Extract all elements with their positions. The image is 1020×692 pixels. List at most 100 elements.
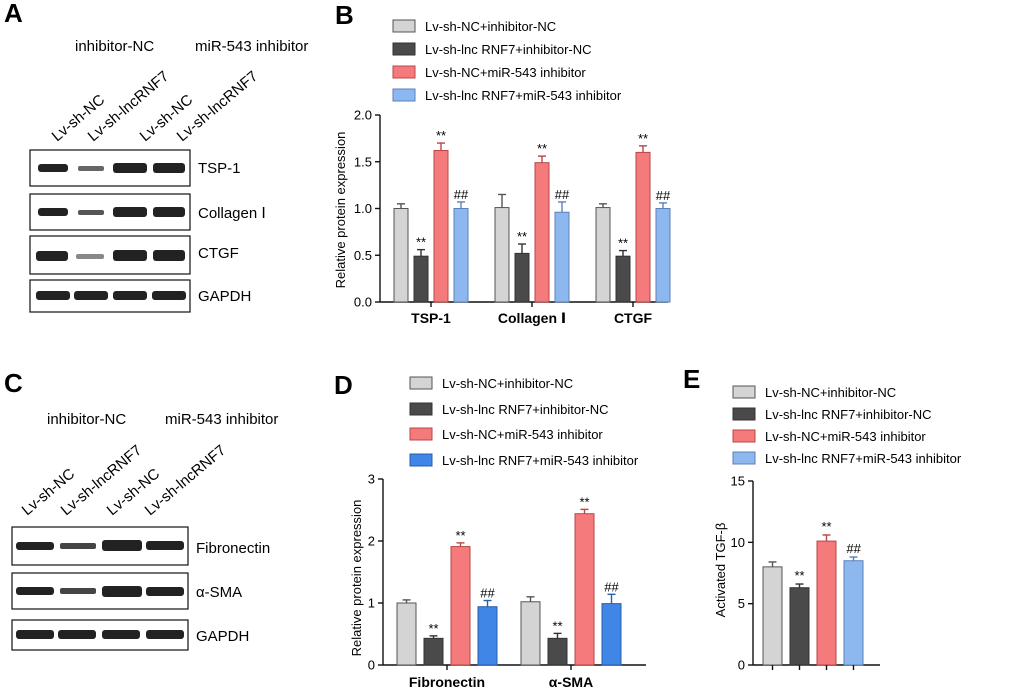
b-bar — [413, 255, 429, 303]
legend-b-label-1: Lv-sh-NC+inhibitor-NC — [425, 19, 556, 34]
b-bar — [514, 252, 530, 303]
e-ytick-label: 5 — [738, 596, 745, 611]
b-ytick-label: 1.0 — [354, 201, 372, 216]
legend-d-swatch-1 — [409, 376, 433, 390]
d-significance: ## — [604, 579, 619, 594]
blot-tsp1-bands — [38, 163, 185, 173]
b-significance: ## — [454, 187, 469, 202]
d-significance: ** — [552, 618, 562, 633]
legend-e-swatch-1 — [732, 385, 756, 399]
d-significance: ** — [455, 528, 465, 543]
blot-asma-label: α-SMA — [196, 584, 242, 601]
blot-gapdh-a-bands — [36, 291, 186, 300]
d-bar — [477, 606, 498, 666]
panel-a-group-right: miR-543 inhibitor — [195, 38, 308, 55]
legend-e-label-3: Lv-sh-NC+miR-543 inhibitor — [765, 429, 926, 444]
legend-d-label-3: Lv-sh-NC+miR-543 inhibitor — [442, 427, 603, 442]
legend-d-swatch-4 — [409, 453, 433, 467]
d-ytick-label: 3 — [368, 472, 375, 487]
d-ytick-label: 1 — [368, 596, 375, 611]
d-bar — [450, 546, 471, 666]
blot-collagen-bands — [38, 207, 185, 217]
panel-e-legend: Lv-sh-NC+inhibitor-NC Lv-sh-lnc RNF7+inh… — [732, 385, 962, 466]
legend-b-swatch-3 — [392, 65, 416, 79]
d-bar — [601, 603, 622, 666]
e-bar — [789, 587, 810, 666]
legend-b-label-4: Lv-sh-lnc RNF7+miR-543 inhibitor — [425, 88, 622, 103]
panel-c-letter: C — [4, 368, 23, 398]
b-significance: ## — [555, 187, 570, 202]
d-significance: ** — [428, 621, 438, 636]
panel-d-letter: D — [334, 370, 353, 400]
panel-c-group-left: inhibitor-NC — [47, 411, 126, 428]
b-bar — [595, 207, 611, 303]
b-y-label: Relative protein expression — [333, 132, 348, 289]
legend-e-swatch-4 — [732, 451, 756, 465]
d-category-label: Fibronectin — [409, 674, 485, 690]
blot-gapdh-c-label: GAPDH — [196, 628, 249, 645]
b-bar — [655, 208, 671, 303]
b-bar — [635, 151, 651, 303]
panel-b-letter: B — [335, 0, 354, 30]
panel-a-group-left: inhibitor-NC — [75, 38, 154, 55]
b-category-label: TSP-1 — [411, 310, 451, 326]
b-ytick-label: 0.5 — [354, 248, 372, 263]
legend-e-label-4: Lv-sh-lnc RNF7+miR-543 inhibitor — [765, 451, 962, 466]
e-ytick-label: 0 — [738, 658, 745, 673]
legend-d-swatch-3 — [409, 427, 433, 441]
e-bar — [843, 560, 864, 666]
b-bars: ** ** ## TSP-1 ** ** ## Collagen Ⅰ ** ** ## CTGF — [393, 128, 671, 326]
blot-tsp1-label: TSP-1 — [198, 160, 241, 177]
legend-e-swatch-3 — [732, 429, 756, 443]
d-bars: ** ** ## Fibronectin ** ** ## α-SMA — [396, 494, 622, 690]
panel-d-legend: Lv-sh-NC+inhibitor-NC Lv-sh-lnc RNF7+inh… — [409, 376, 639, 468]
d-bar — [574, 513, 595, 666]
panel-a-letter: A — [4, 0, 23, 28]
b-significance: ** — [638, 131, 648, 146]
d-bar — [396, 602, 417, 666]
b-ytick-label: 1.5 — [354, 154, 372, 169]
d-category-label: α-SMA — [549, 674, 593, 690]
legend-d-label-4: Lv-sh-lnc RNF7+miR-543 inhibitor — [442, 453, 639, 468]
legend-d-label-2: Lv-sh-lnc RNF7+inhibitor-NC — [442, 402, 609, 417]
legend-d-label-1: Lv-sh-NC+inhibitor-NC — [442, 376, 573, 391]
b-significance: ** — [517, 229, 527, 244]
b-bar — [393, 208, 409, 303]
e-y-ticks: 0 5 10 15 — [731, 474, 753, 673]
b-significance: ** — [618, 236, 628, 251]
b-bar — [433, 150, 449, 303]
e-y-label: Activated TGF-β — [713, 523, 728, 618]
e-significance: ** — [821, 519, 831, 534]
b-bar — [534, 162, 550, 303]
e-ytick-label: 15 — [731, 474, 745, 489]
e-significance: ** — [794, 568, 804, 583]
panel-b-legend: Lv-sh-NC+inhibitor-NC Lv-sh-lnc RNF7+inh… — [392, 19, 622, 103]
blot-ctgf-bands — [36, 250, 185, 261]
panel-e-letter: E — [683, 364, 700, 394]
b-category-label: Collagen Ⅰ — [498, 310, 566, 326]
e-bar — [816, 540, 837, 666]
legend-e-label-2: Lv-sh-lnc RNF7+inhibitor-NC — [765, 407, 932, 422]
panel-e: E Lv-sh-NC+inhibitor-NC Lv-sh-lnc RNF7+i… — [683, 364, 962, 673]
e-significance: ## — [846, 541, 861, 556]
panel-c: C inhibitor-NC miR-543 inhibitor Lv-sh-N… — [4, 368, 278, 651]
b-category-label: CTGF — [614, 310, 653, 326]
panel-c-group-right: miR-543 inhibitor — [165, 411, 278, 428]
e-bar — [762, 566, 783, 666]
legend-b-swatch-4 — [392, 88, 416, 102]
b-significance: ** — [436, 128, 446, 143]
b-bar — [615, 255, 631, 303]
panel-b: B Lv-sh-NC+inhibitor-NC Lv-sh-lnc RNF7+i… — [333, 0, 671, 326]
legend-b-swatch-2 — [392, 42, 416, 56]
b-ytick-label: 2.0 — [354, 108, 372, 123]
e-ytick-label: 10 — [731, 535, 745, 550]
blot-ctgf-label: CTGF — [198, 245, 239, 262]
panel-a: A inhibitor-NC miR-543 inhibitor Lv-sh-N… — [4, 0, 308, 313]
d-ytick-label: 0 — [368, 658, 375, 673]
d-ytick-label: 2 — [368, 534, 375, 549]
b-significance: ## — [656, 188, 671, 203]
legend-e-swatch-2 — [732, 407, 756, 421]
d-significance: ** — [579, 494, 589, 509]
legend-b-swatch-1 — [392, 19, 416, 33]
